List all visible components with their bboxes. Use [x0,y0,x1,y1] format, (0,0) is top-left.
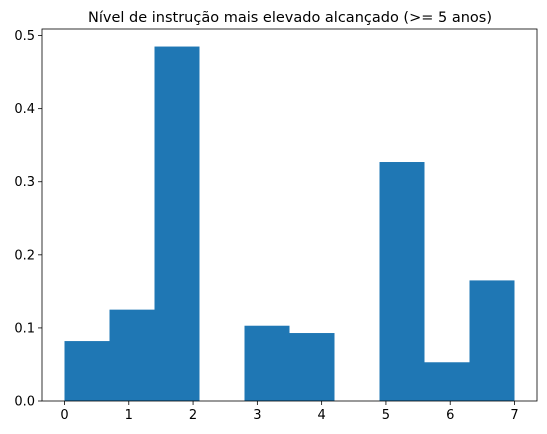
bar [64,341,110,401]
x-tick-label: 7 [510,408,518,423]
x-tick-label: 4 [318,408,326,423]
x-tick-label: 0 [60,408,68,423]
x-tick-label: 1 [125,408,133,423]
bar [154,46,200,401]
y-tick-label: 0.4 [14,102,35,117]
y-tick-label: 0.1 [14,321,35,336]
bar [424,362,470,401]
x-tick-label: 5 [382,408,390,423]
y-tick-label: 0.0 [14,395,35,410]
y-tick-label: 0.3 [14,175,35,190]
bar [379,162,425,401]
axes-frame [41,28,538,402]
bar [244,325,290,401]
x-tick-label: 3 [253,408,261,423]
chart-title: Nível de instrução mais elevado alcançad… [88,10,492,26]
bar [289,333,335,401]
x-tick-label: 2 [189,408,197,423]
y-tick-label: 0.2 [14,248,35,263]
y-tick-label: 0.5 [14,29,35,44]
bar [109,309,155,401]
x-tick-label: 6 [446,408,454,423]
bar [469,280,515,401]
